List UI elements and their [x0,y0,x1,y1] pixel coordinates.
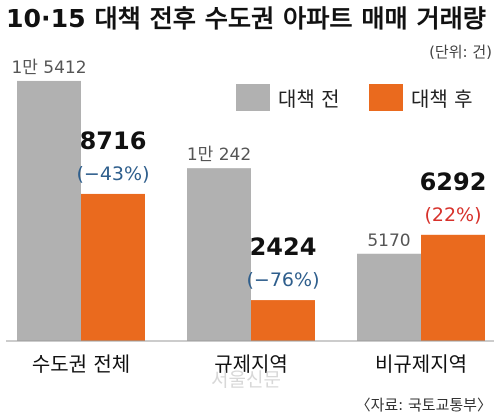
chart-title: 10·15 대책 전후 수도권 아파트 매매 거래량 [6,4,486,33]
watermark: 서울신문 [211,369,281,391]
legend-swatch-after [369,84,403,111]
category-label: 규제지역 [214,352,288,376]
bar-before [187,168,251,341]
bar-after [421,234,485,341]
category-label: 수도권 전체 [32,352,130,376]
value-label-after: 6292 [420,168,487,196]
bar-before [17,80,81,342]
value-label-after: 8716 [80,127,147,155]
legend: 대책 전 대책 후 [236,84,473,111]
unit-note: (단위: 건) [429,43,492,61]
value-label-before: 5170 [367,231,410,251]
bar-after [81,193,145,341]
bar-before [357,253,421,341]
bar-after [251,300,315,341]
change-label: (−76%) [247,269,320,291]
category-label: 비규제지역 [375,352,467,376]
value-label-after: 2424 [250,233,317,261]
legend-label-after: 대책 후 [411,87,473,111]
change-label: (22%) [424,204,481,226]
value-label-before: 1만 242 [187,145,251,165]
bars: 1만 5412 8716 (−43%) 수도권 전체 1만 242 2424 (−76%) 규… [11,58,486,376]
source-note: 〈자료: 국토교통부〉 [356,396,492,414]
legend-label-before: 대책 전 [278,87,340,111]
legend-swatch-before [236,84,270,111]
change-label: (−43%) [77,163,150,185]
value-label-before: 1만 5412 [11,58,86,78]
